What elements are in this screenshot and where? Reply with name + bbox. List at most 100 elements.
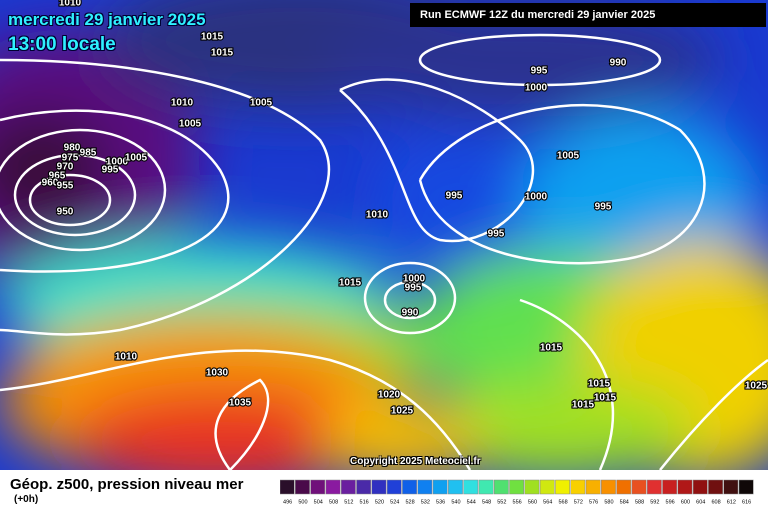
isobar-label: 1005 — [250, 98, 273, 109]
isobar-label: 995 — [102, 165, 119, 176]
color-box — [356, 479, 372, 495]
color-box — [402, 479, 417, 495]
colorbar-label: 556 — [513, 499, 522, 505]
isobar-label: 1015 — [572, 400, 595, 411]
colorbar-label: 600 — [681, 499, 690, 505]
color-box — [371, 479, 387, 495]
colorbar-label: 548 — [482, 499, 491, 505]
color-box — [325, 479, 341, 495]
date: mercredi 29 janvier 2025 — [8, 10, 206, 29]
colorbar-label: 512 — [344, 499, 353, 505]
color-box — [463, 479, 479, 495]
color-box — [646, 479, 662, 495]
color-box — [386, 479, 402, 495]
color-box — [539, 479, 555, 495]
colorbar-label: 532 — [421, 499, 430, 505]
legend-subtitle: (+0h) — [14, 494, 39, 505]
isobar-label: 985 — [80, 148, 97, 159]
color-box — [585, 479, 601, 495]
isobar-label: 1005 — [557, 151, 580, 162]
colorbar-label: 596 — [666, 499, 675, 505]
isobar-label: 1015 — [339, 278, 362, 289]
colorbar-label: 612 — [727, 499, 736, 505]
isobar-label: 1010 — [59, 0, 82, 9]
colorbar-label: 544 — [467, 499, 476, 505]
isobar-label: 1000 — [403, 274, 426, 285]
color-box — [692, 479, 708, 495]
colorbar-label: 504 — [314, 499, 323, 505]
colorbar-label: 608 — [711, 499, 720, 505]
isobar-label: 995 — [405, 283, 422, 294]
colorbar-label: 576 — [589, 499, 598, 505]
isobar-label: 975 — [62, 153, 79, 164]
color-box — [478, 479, 494, 495]
isobar-label: 990 — [402, 308, 419, 319]
color-box — [295, 479, 310, 495]
isobar-label: 1010 — [171, 98, 194, 109]
colorbar-label: 508 — [329, 499, 338, 505]
isobar-label: 1020 — [378, 390, 401, 401]
isobar-label: 950 — [57, 207, 74, 218]
isobar-label: 1005 — [179, 119, 202, 130]
isobar-label: 990 — [610, 58, 627, 69]
isobar-label: 995 — [595, 202, 612, 213]
isobar-label: 995 — [446, 191, 463, 202]
colorbar-label: 572 — [574, 499, 583, 505]
isobar-label: 1015 — [588, 379, 611, 390]
colorbar-label: 580 — [604, 499, 613, 505]
color-box — [601, 479, 616, 495]
isobar-label: 1030 — [206, 368, 229, 379]
colorbar-label: 592 — [650, 499, 659, 505]
isobar-label: 995 — [488, 229, 505, 240]
colorbar-label: 536 — [436, 499, 445, 505]
colorbar-label: 588 — [635, 499, 644, 505]
color-box — [662, 479, 678, 495]
color-box — [524, 479, 540, 495]
run-info: Run ECMWF 12Z du mercredi 29 janvier 202… — [410, 3, 766, 27]
colorbar-label: 564 — [543, 499, 552, 505]
color-box — [570, 479, 586, 495]
colorbar: 496 500 504 508 512 516 520 524 528 532 536 540 544 5… — [280, 479, 754, 505]
color-box — [738, 479, 754, 495]
legend-title: Géop. z500, pression niveau mer — [10, 476, 244, 493]
color-box — [677, 479, 693, 495]
colorbar-label: 520 — [375, 499, 384, 505]
isobar-label: 1025 — [745, 381, 768, 392]
color-box — [310, 479, 326, 495]
isobar-label: 1015 — [540, 343, 563, 354]
colorbar-label: 540 — [451, 499, 460, 505]
color-box — [509, 479, 525, 495]
isobar-label: 955 — [57, 181, 74, 192]
isobar-label: 1010 — [115, 352, 138, 363]
color-box — [723, 479, 739, 495]
colorbar-label: 584 — [620, 499, 629, 505]
colorbar-label: 616 — [742, 499, 751, 505]
colorbar-label: 516 — [360, 499, 369, 505]
isobar-label: 965 — [49, 171, 66, 182]
isobar-label: 1000 — [525, 192, 548, 203]
colorbar-label: 496 — [283, 499, 292, 505]
color-box — [708, 479, 723, 495]
colorbar-label: 524 — [390, 499, 399, 505]
color-box — [616, 479, 632, 495]
color-box — [448, 479, 463, 495]
color-box — [432, 479, 448, 495]
colorbar-label: 500 — [298, 499, 307, 505]
isobar-label: 1000 — [106, 157, 129, 168]
isobar-label: 1015 — [201, 32, 224, 43]
color-box — [340, 479, 356, 495]
isobar-label: 995 — [531, 66, 548, 77]
colorbar-label: 552 — [497, 499, 506, 505]
isobar-label: 1035 — [229, 398, 252, 409]
isobar-label: 1015 — [594, 393, 617, 404]
isobars — [0, 33, 768, 470]
colorbar-label: 528 — [405, 499, 414, 505]
colorbar-label: 604 — [696, 499, 705, 505]
isobar-label: 1010 — [366, 210, 389, 221]
colorbar-label: 568 — [558, 499, 567, 505]
isobar-label: 1015 — [211, 48, 234, 59]
isobar-label: 980 — [64, 143, 81, 154]
